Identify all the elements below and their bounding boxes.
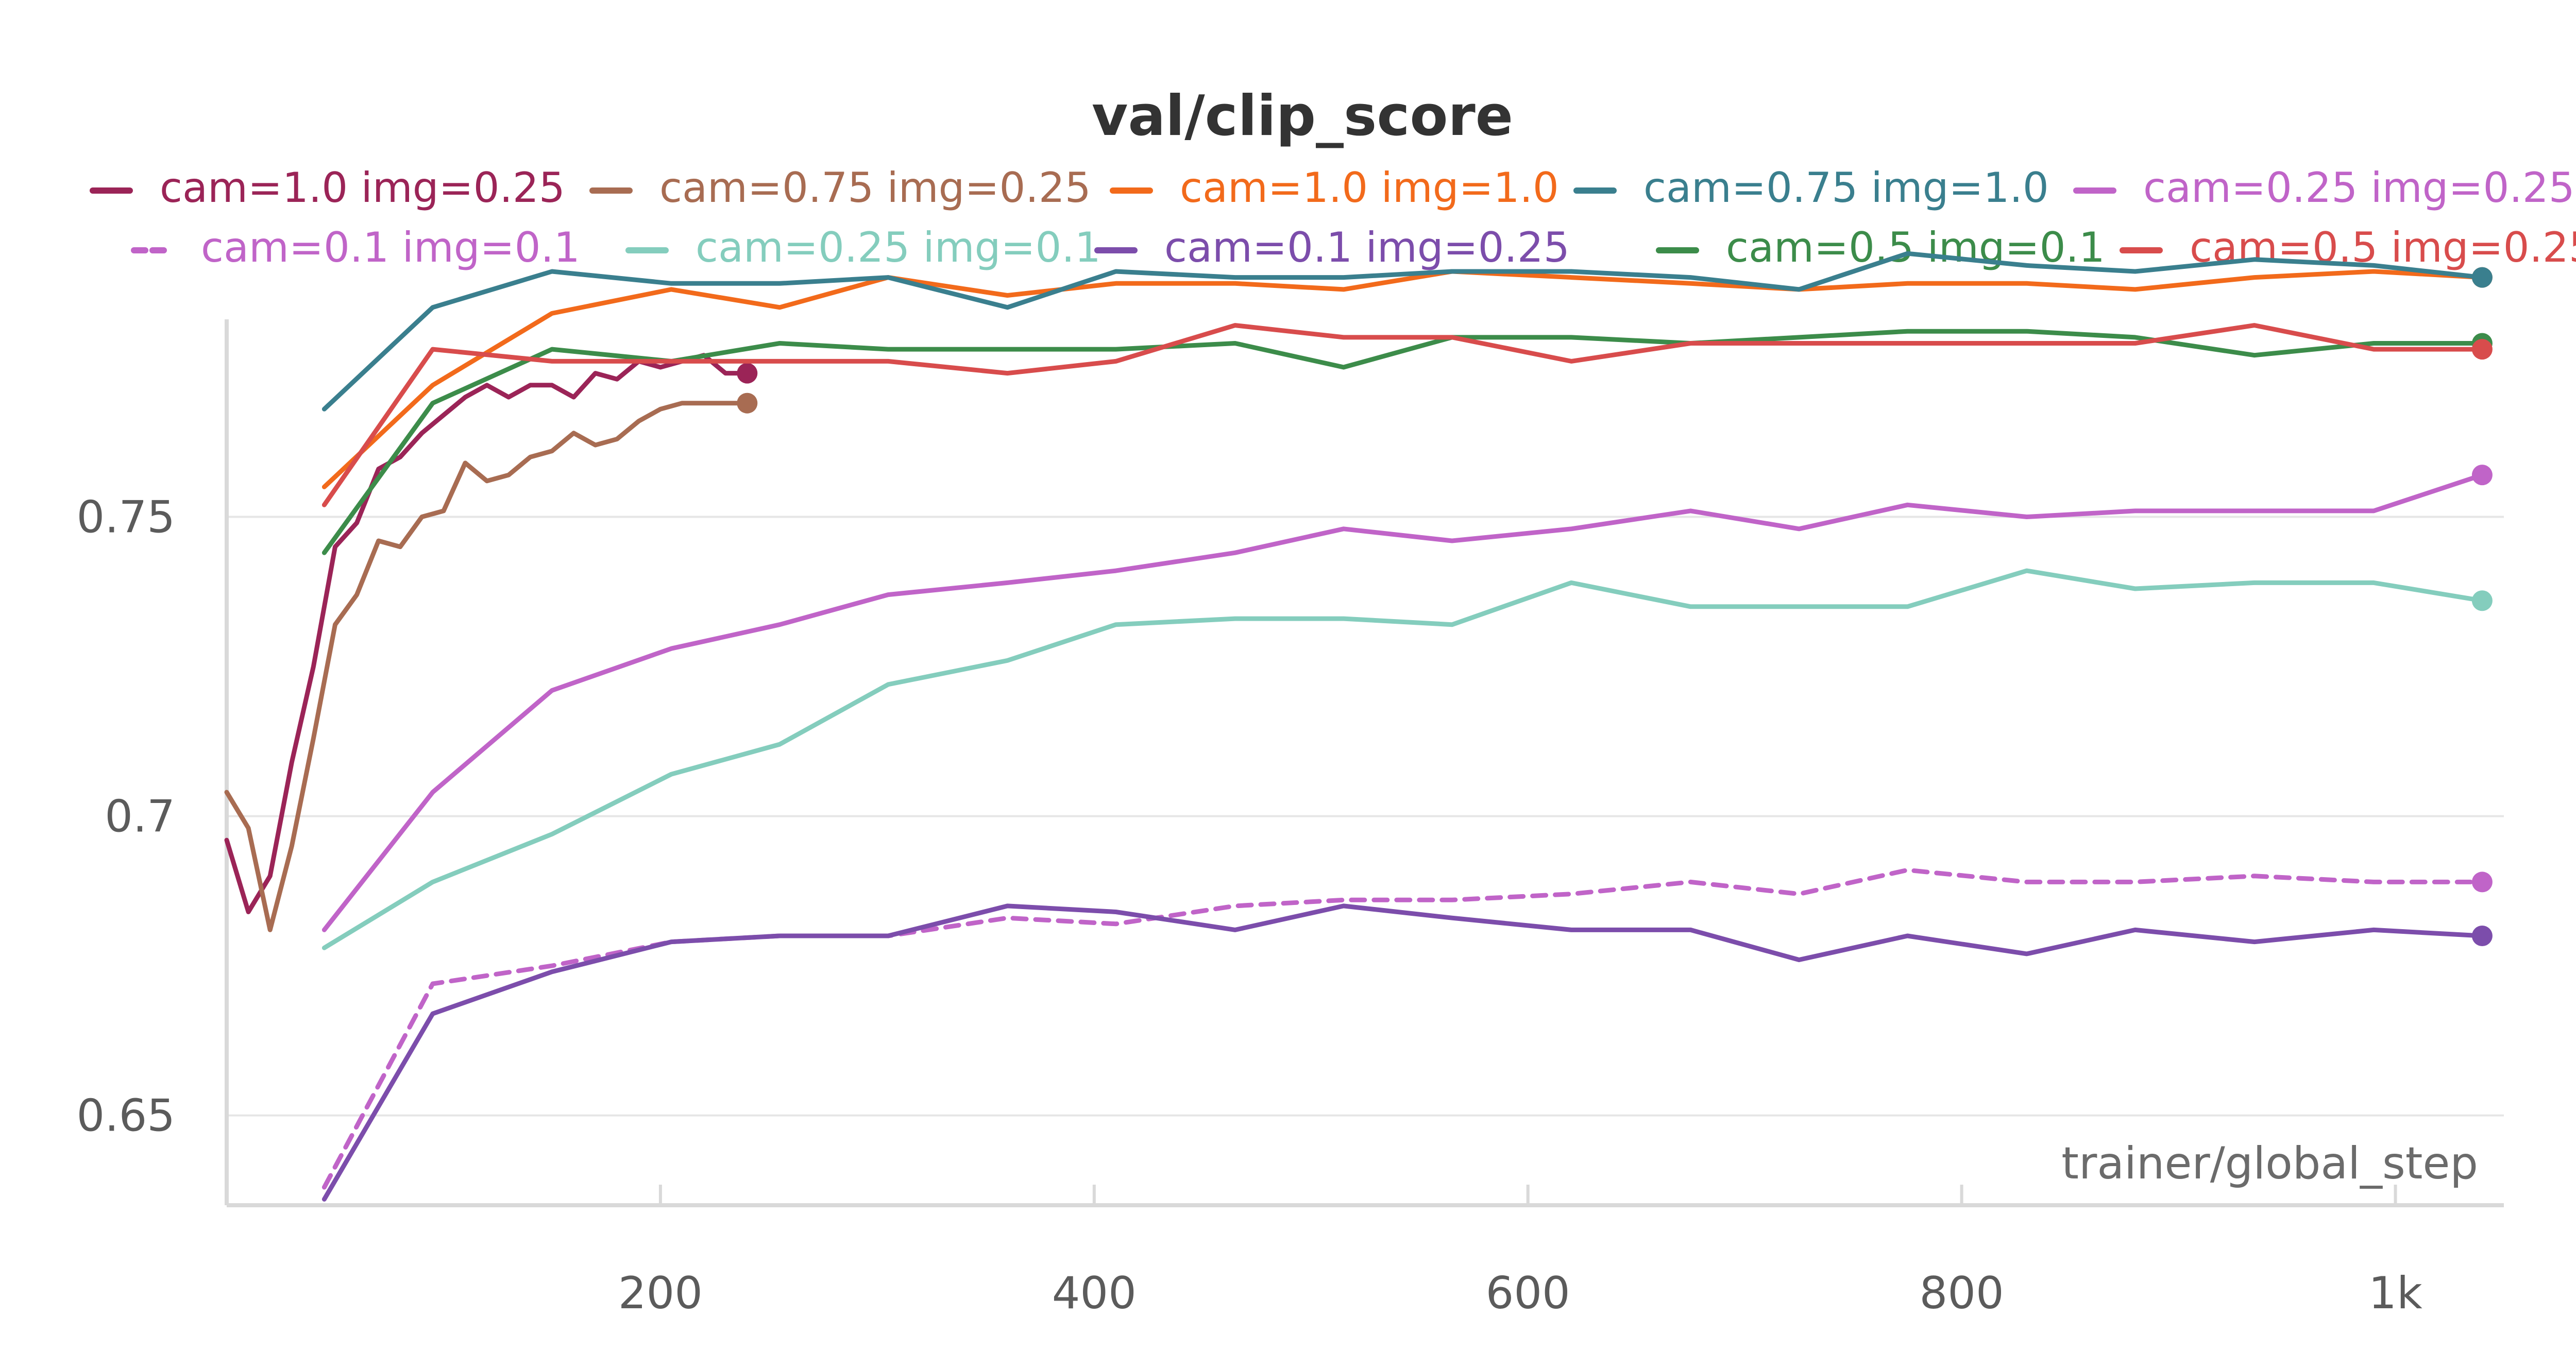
legend-label: cam=1.0 img=1.0 <box>1180 164 1559 212</box>
series-line-cam-0-75-img-0-25 <box>224 401 750 932</box>
y-tick-label: 0.65 <box>77 1090 175 1142</box>
legend-item-cam-0-75-img-0-25: cam=0.75 img=0.25 <box>589 164 1091 212</box>
legend-item-cam-1-0-img-0-25: cam=1.0 img=0.25 <box>90 164 565 212</box>
series-line-cam-0-1-img-0-25 <box>321 903 2485 1202</box>
series-line-cam-1-0-img-1-0 <box>321 269 2485 489</box>
series-line-cam-0-5-img-0-1 <box>321 329 2485 555</box>
legend-label: cam=0.1 img=0.1 <box>201 224 580 271</box>
legend-label: cam=0.25 img=0.25 <box>2143 164 2575 212</box>
legend: cam=1.0 img=0.25 cam=0.75 img=0.25 cam=1.0… <box>90 164 2576 271</box>
series-line-cam-0-5-img-0-25 <box>321 323 2485 507</box>
series-line-cam-0-25-img-0-25 <box>321 472 2485 932</box>
legend-item-cam-0-5-img-0-1: cam=0.5 img=0.1 <box>1656 224 2105 271</box>
gridlines <box>227 516 2504 1117</box>
legend-label: cam=0.1 img=0.25 <box>1164 224 1570 271</box>
legend-label: cam=0.25 img=0.1 <box>696 224 1101 271</box>
series-endpoint-cam-1-0-img-0-25 <box>737 363 758 384</box>
series-endpoint-cam-0-1-img-0-1 <box>2471 871 2493 893</box>
x-tick-label: 400 <box>1052 1268 1137 1319</box>
x-axis-label: trainer/global_step <box>2061 1138 2478 1189</box>
x-tick-label: 200 <box>618 1268 703 1319</box>
legend-label: cam=0.75 img=1.0 <box>1643 164 2049 212</box>
legend-item-cam-1-0-img-1-0: cam=1.0 img=1.0 <box>1110 164 1559 212</box>
series-endpoint-cam-0-25-img-0-25 <box>2471 465 2493 486</box>
legend-label: cam=0.75 img=0.25 <box>659 164 1091 212</box>
x-tick-label: 600 <box>1486 1268 1570 1319</box>
y-tick-label: 0.7 <box>105 791 175 843</box>
series-group <box>224 251 2493 1202</box>
series-line-cam-0-75-img-1-0 <box>321 251 2485 412</box>
x-tick-label: 800 <box>1920 1268 2004 1319</box>
chart-title: val/clip_score <box>1092 84 1513 148</box>
series-endpoint-cam-0-75-img-0-25 <box>737 392 758 414</box>
legend-item-cam-0-1-img-0-1: cam=0.1 img=0.1 <box>131 224 580 271</box>
legend-item-cam-0-25-img-0-1: cam=0.25 img=0.1 <box>625 224 1101 271</box>
series-endpoint-cam-0-5-img-0-25 <box>2471 339 2493 360</box>
series-endpoint-cam-0-25-img-0-1 <box>2471 590 2493 611</box>
series-endpoint-cam-0-75-img-1-0 <box>2471 267 2493 288</box>
legend-label: cam=0.5 img=0.1 <box>1726 224 2105 271</box>
series-line-cam-0-25-img-0-1 <box>321 568 2485 950</box>
legend-item-cam-0-1-img-0-25: cam=0.1 img=0.25 <box>1094 224 1570 271</box>
legend-label: cam=0.5 img=0.25 <box>2190 224 2576 271</box>
x-tick-label: 1k <box>2368 1268 2422 1319</box>
legend-item-cam-0-75-img-1-0: cam=0.75 img=1.0 <box>1573 164 2049 212</box>
legend-label: cam=1.0 img=0.25 <box>160 164 565 212</box>
series-line-cam-1-0-img-0-25 <box>224 353 750 914</box>
y-tick-label: 0.75 <box>77 492 175 543</box>
axes: 0.65 0.7 0.75 200 400 600 800 1k <box>77 319 2504 1319</box>
legend-item-cam-0-5-img-0-25: cam=0.5 img=0.25 <box>2120 224 2576 271</box>
legend-item-cam-0-25-img-0-25: cam=0.25 img=0.25 <box>2073 164 2575 212</box>
series-endpoint-cam-0-1-img-0-25 <box>2471 926 2493 947</box>
